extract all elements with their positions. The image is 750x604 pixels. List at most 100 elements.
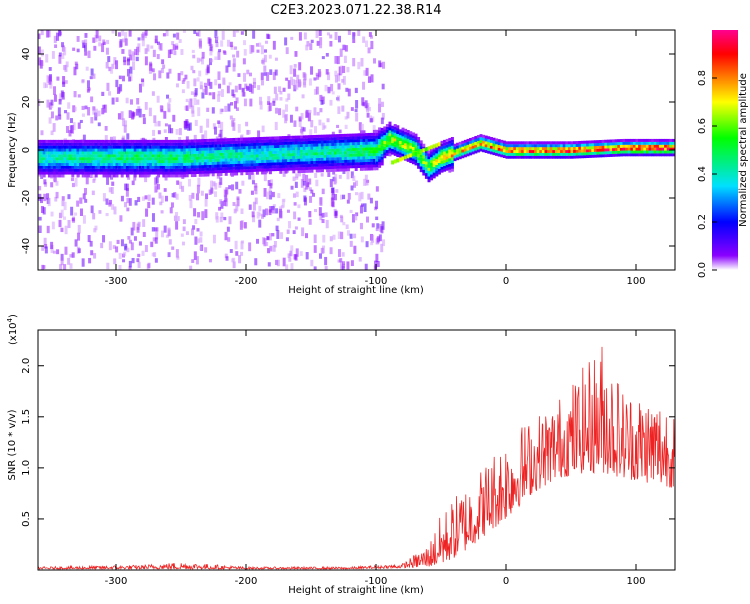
- spectrogram-cell: [281, 159, 285, 163]
- spectrogram-cell: [216, 144, 220, 148]
- spectrogram-cell: [206, 118, 210, 128]
- spectrogram-cell: [42, 151, 46, 155]
- spectrogram-cell: [388, 150, 392, 154]
- spectrogram-cell: [313, 208, 317, 213]
- spectrogram-cell: [153, 115, 157, 124]
- spectrogram-cell: [99, 168, 103, 172]
- spectrogram-cell: [437, 168, 441, 172]
- spectrogram-cell: [487, 147, 491, 151]
- spectrogram-cell: [341, 133, 345, 137]
- spectrogram-cell: [324, 212, 328, 218]
- spectrogram-cell: [196, 147, 200, 151]
- spectrogram-cell: [53, 154, 57, 158]
- spectrogram-cell: [505, 155, 509, 159]
- spectrogram-cell: [237, 73, 241, 77]
- spectrogram-cell: [58, 165, 62, 169]
- spectrogram-cell: [106, 262, 110, 270]
- spectrogram-cell: [60, 171, 64, 175]
- spectrogram-cell: [204, 130, 208, 139]
- spectrogram-cell: [147, 262, 151, 268]
- spectrogram-cell: [60, 145, 64, 149]
- spectrogram-cell: [424, 149, 428, 153]
- spectrogram-cell: [424, 175, 428, 179]
- spectrogram-cell: [50, 157, 54, 161]
- spectrogram-cell: [295, 176, 299, 180]
- spectrogram-cell: [267, 101, 271, 106]
- spectrogram-cell: [245, 172, 249, 176]
- spectrogram-cell: [630, 147, 634, 151]
- spectrogram-cell: [658, 150, 662, 154]
- spectrogram-cell: [84, 105, 88, 110]
- spectrogram-cell: [330, 83, 334, 92]
- spectrogram-cell: [87, 50, 91, 59]
- spectrogram-cell: [269, 179, 273, 186]
- spectrogram-cell: [191, 228, 195, 236]
- spectrogram-cell: [357, 147, 361, 151]
- spectrogram-cell: [173, 192, 177, 198]
- spectrogram-cell: [609, 142, 613, 146]
- spectrogram-cell: [76, 200, 80, 207]
- spectrogram-cell: [365, 156, 369, 160]
- spectrogram-cell: [185, 231, 189, 236]
- spectrogram-cell: [557, 149, 561, 153]
- spectrogram-cell: [136, 46, 140, 56]
- spectrogram-cell: [289, 135, 293, 139]
- spectrogram-cell: [430, 177, 434, 181]
- spectrogram-cell: [302, 155, 306, 159]
- spectrogram-cell: [328, 140, 332, 144]
- spectrogram-cell: [554, 149, 558, 153]
- spectrogram-cell: [362, 156, 366, 160]
- spectrogram-cell: [539, 152, 543, 156]
- spectrogram-cell: [203, 147, 207, 151]
- spectrogram-cell: [82, 134, 86, 141]
- spectrogram-cell: [204, 86, 208, 95]
- spectrogram-cell: [242, 58, 246, 65]
- spectrogram-cell: [151, 68, 155, 73]
- spectrogram-cell: [211, 107, 215, 114]
- spectrogram-cell: [583, 155, 587, 159]
- spectrogram-cell: [215, 212, 219, 220]
- spectrogram-cell: [313, 166, 317, 170]
- spectrogram-cell: [328, 143, 332, 147]
- spectrogram-cell: [349, 240, 353, 247]
- spectrogram-cell: [370, 161, 374, 165]
- spectrogram-cell: [170, 171, 174, 175]
- spectrogram-cell: [360, 57, 364, 67]
- spectrogram-cell: [349, 165, 353, 169]
- spectrogram-cell: [203, 167, 207, 171]
- spectrogram-cell: [222, 79, 226, 86]
- spectrogram-cell: [268, 159, 272, 163]
- spectrogram-cell: [606, 154, 610, 158]
- spectrogram-cell: [229, 41, 233, 48]
- spectrogram-cell: [591, 143, 595, 147]
- spectrogram-cell: [208, 38, 212, 47]
- spectrogram-cell: [79, 168, 83, 172]
- spectrogram-cell: [253, 168, 257, 172]
- spectrogram-cell: [307, 166, 311, 170]
- spectrogram-cell: [593, 148, 597, 152]
- spectrogram-cell: [318, 146, 322, 150]
- spectrogram-cell: [115, 145, 119, 149]
- spectrogram-cell: [640, 144, 644, 148]
- spectrogram-cell: [305, 138, 309, 142]
- spectrogram-y-tick-label: 0: [21, 147, 32, 153]
- spectrogram-cell: [376, 261, 380, 268]
- spectrogram-cell: [294, 226, 298, 230]
- spectrogram-cell: [79, 157, 83, 161]
- spectrogram-cell: [123, 160, 127, 164]
- spectrogram-cell: [61, 53, 65, 60]
- spectrogram-cell: [510, 147, 514, 151]
- spectrogram-cell: [427, 159, 431, 163]
- spectrogram-cell: [58, 139, 62, 143]
- spectrogram-cell: [274, 139, 278, 143]
- spectrogram-cell: [617, 150, 621, 154]
- spectrogram-cell: [126, 68, 130, 77]
- spectrogram-cell: [164, 139, 168, 143]
- spectrogram-cell: [123, 251, 127, 257]
- spectrogram-cell: [365, 180, 369, 186]
- spectrogram-cell: [484, 135, 488, 139]
- spectrogram-cell: [125, 154, 129, 158]
- spectrogram-cell: [263, 156, 267, 160]
- spectrogram-cell: [601, 142, 605, 146]
- spectrogram-cell: [209, 46, 213, 51]
